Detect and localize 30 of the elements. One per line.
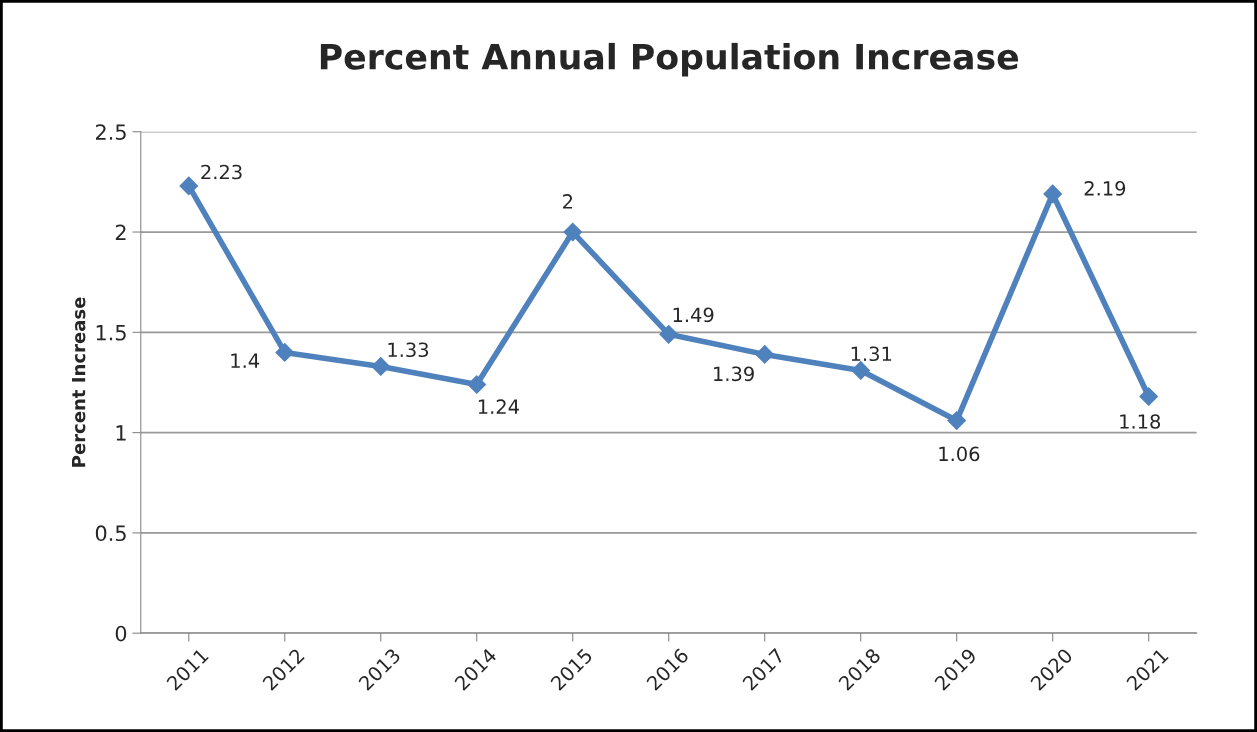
- data-label: 2: [563, 194, 573, 209]
- data-label: 1.39: [714, 366, 754, 382]
- data-label: 2.23: [201, 164, 242, 180]
- data-label: 1.31: [851, 346, 892, 362]
- chart-title: Percent Annual Population Increase: [320, 42, 1019, 77]
- point: [179, 176, 199, 196]
- data-label: 1.49: [673, 307, 714, 323]
- data-label: 1.4: [231, 353, 260, 368]
- data-label: 1.33: [388, 342, 429, 358]
- point: [563, 222, 583, 242]
- point: [1043, 184, 1063, 204]
- point: [659, 324, 679, 344]
- data-label: 1.24: [478, 399, 519, 414]
- data-label: 2.19: [1084, 181, 1126, 196]
- y-tick-label: 0.5: [95, 525, 126, 542]
- y-tick-label: 1.5: [96, 325, 126, 341]
- data-label: 1.18: [1120, 414, 1161, 429]
- point: [467, 375, 487, 394]
- point: [947, 411, 967, 430]
- y-tick-label: 2.5: [95, 124, 126, 140]
- point: [371, 357, 391, 376]
- y-tick-label: 2: [115, 224, 126, 240]
- point: [755, 345, 775, 364]
- y-tick-label: 1: [116, 425, 126, 441]
- y-axis-title: Percent Increase: [71, 297, 86, 467]
- point: [1139, 387, 1159, 406]
- y-tick-label: 0: [115, 625, 127, 642]
- data-label: 1.06: [939, 446, 980, 462]
- point: [851, 361, 871, 380]
- point: [275, 343, 295, 362]
